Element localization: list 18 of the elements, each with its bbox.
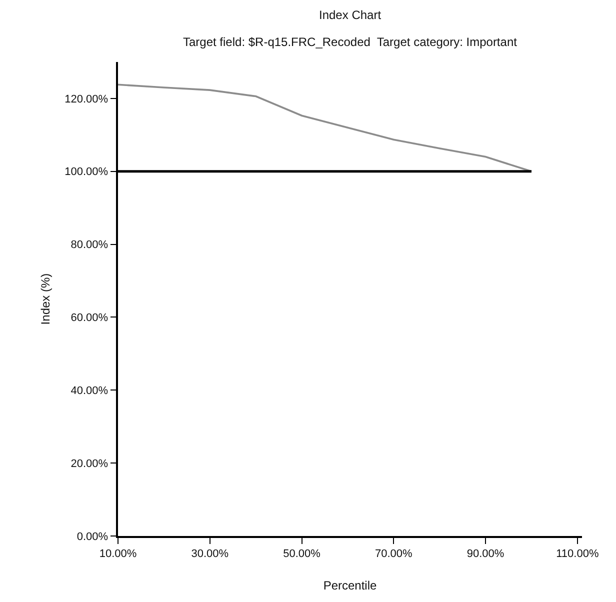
x-axis-title: Percentile bbox=[323, 578, 377, 592]
chart-title: Index Chart bbox=[319, 8, 382, 22]
x-tick-label: 10.00% bbox=[99, 548, 137, 560]
y-tick-label: 100.00% bbox=[64, 166, 108, 178]
y-tick-label: 80.00% bbox=[70, 239, 108, 252]
x-tick-label: 30.00% bbox=[191, 548, 229, 560]
x-tick-label: 110.00% bbox=[556, 548, 599, 560]
y-axis-title: Index (%) bbox=[38, 273, 52, 325]
x-tick-label: 90.00% bbox=[466, 548, 504, 560]
y-tick-label: 40.00% bbox=[70, 385, 108, 397]
y-tick-label: 20.00% bbox=[70, 458, 108, 470]
chart-subtitle: Target field: $R-q15.FRC_Recoded Target category: Important bbox=[183, 35, 518, 49]
y-tick-label: 60.00% bbox=[70, 312, 108, 324]
y-tick-label: 0.00% bbox=[76, 530, 108, 543]
y-tick-label: 120.00% bbox=[64, 93, 108, 106]
x-tick-label: 70.00% bbox=[374, 548, 413, 560]
x-tick-label: 50.00% bbox=[283, 548, 321, 560]
line-series bbox=[118, 84, 532, 172]
